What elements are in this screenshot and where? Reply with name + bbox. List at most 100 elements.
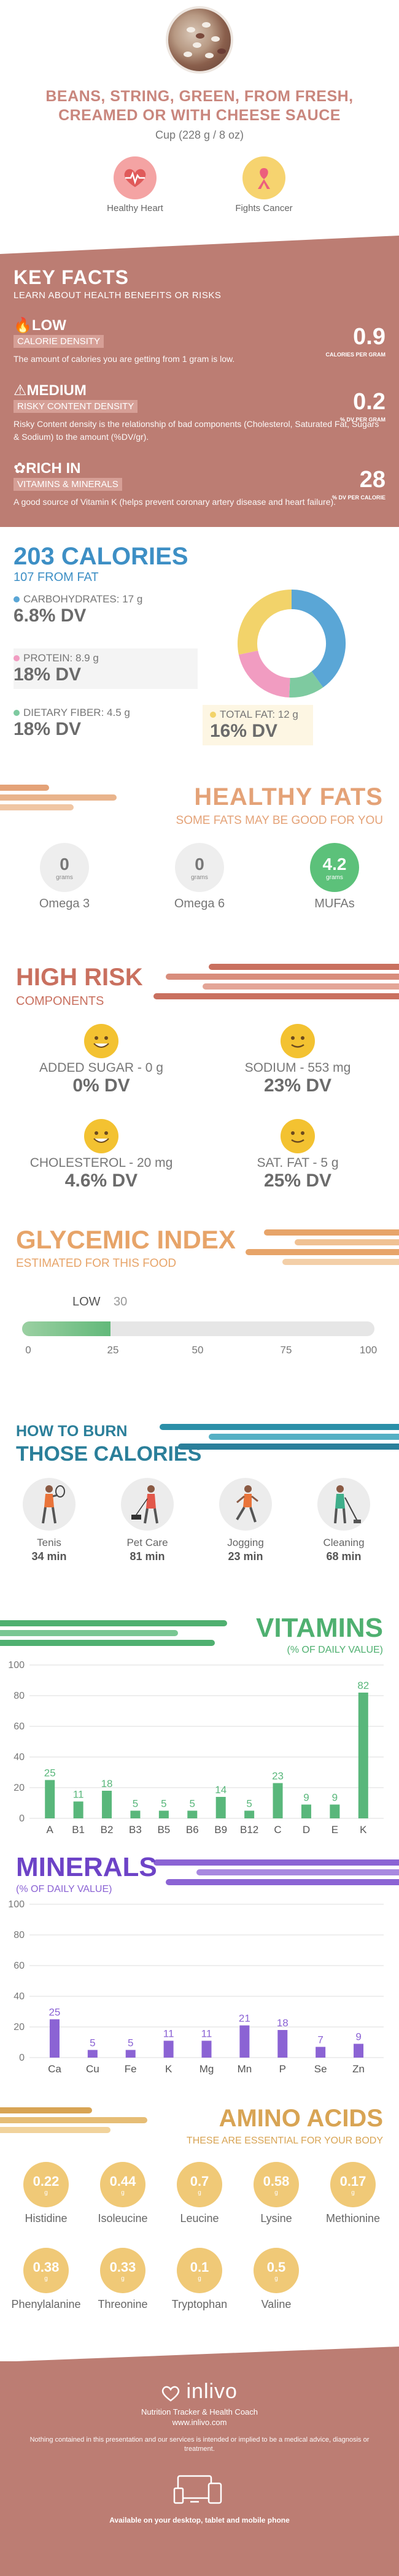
amino-histidine: 0.22 g Histidine bbox=[9, 2162, 83, 2225]
amino-name: Isoleucine bbox=[98, 2212, 148, 2224]
fact-value: 0.9 bbox=[353, 324, 385, 350]
fact-level: LOW bbox=[31, 317, 66, 334]
amino-lysine: 0.58 g Lysine bbox=[239, 2162, 313, 2225]
fact-unit: % DV PER CALORIE bbox=[331, 494, 385, 501]
bar-value-label: 18 bbox=[101, 1778, 113, 1790]
bar bbox=[73, 1801, 83, 1818]
tennis-icon bbox=[23, 1478, 76, 1531]
bar bbox=[239, 2025, 250, 2058]
key-facts-subtitle: LEARN ABOUT HEALTH BENEFITS OR RISKS bbox=[14, 290, 222, 301]
bar-value-label: 5 bbox=[90, 2037, 95, 2049]
y-tick-label: 20 bbox=[14, 2022, 25, 2032]
category-label: D bbox=[303, 1824, 310, 1836]
amino-unit: g bbox=[274, 2189, 278, 2196]
glycemic-tick: 75 bbox=[280, 1344, 292, 1356]
bar bbox=[358, 1693, 368, 1818]
glycemic-value: 30 bbox=[114, 1295, 128, 1309]
benefit-label: Healthy Heart bbox=[107, 203, 163, 213]
benefit-healthy-heart: Healthy Heart bbox=[104, 156, 166, 213]
bar bbox=[354, 2043, 364, 2058]
bar-value-label: 11 bbox=[163, 2028, 174, 2040]
y-tick-label: 20 bbox=[14, 1783, 25, 1793]
bar bbox=[316, 2047, 326, 2058]
category-label: Zn bbox=[352, 2063, 365, 2075]
bar-value-label: 5 bbox=[133, 1798, 138, 1810]
vitamins-subtitle: (% OF DAILY VALUE) bbox=[287, 1645, 383, 1655]
amino-unit: g bbox=[198, 2275, 201, 2282]
bar-value-label: 25 bbox=[48, 2007, 60, 2018]
category-label: C bbox=[274, 1824, 281, 1836]
bar-value-label: 5 bbox=[246, 1798, 252, 1810]
high-risk-section: HIGH RISK COMPONENTS ADDED SUGAR - 0 g 0… bbox=[0, 956, 399, 1208]
food-title: BEANS, STRING, GREEN, FROM FRESH, CREAME… bbox=[45, 88, 354, 124]
bar bbox=[201, 2040, 212, 2058]
burn-title: HOW TO BURN bbox=[16, 1423, 128, 1440]
nutrient-dv: 18% DV bbox=[14, 719, 82, 739]
benefits: Healthy Heart Fights Cancer bbox=[0, 156, 399, 213]
fat-name: MUFAs bbox=[314, 897, 355, 910]
y-tick-label: 100 bbox=[8, 1899, 25, 1910]
glycemic-tick: 100 bbox=[359, 1344, 378, 1356]
amino-value: 0.17 bbox=[339, 2173, 366, 2189]
high-risk-subtitle: COMPONENTS bbox=[16, 994, 104, 1008]
bar-value-label: 9 bbox=[303, 1792, 309, 1804]
bar bbox=[45, 1780, 55, 1818]
glycemic-index-section: GLYCEMIC INDEX ESTIMATED FOR THIS FOOD L… bbox=[0, 1208, 399, 1410]
bar bbox=[187, 1810, 198, 1818]
activity-pet-care: Pet Care 81 min bbox=[110, 1478, 184, 1563]
key-facts-section: KEY FACTS LEARN ABOUT HEALTH BENEFITS OR… bbox=[0, 236, 399, 527]
bar-value-label: 9 bbox=[355, 2031, 361, 2043]
fact-description: The amount of calories you are getting f… bbox=[14, 354, 235, 364]
footer: inlivo Nutrition Tracker & Health Coach … bbox=[0, 2361, 399, 2576]
ribbon-icon bbox=[242, 156, 285, 199]
amino-unit: g bbox=[274, 2275, 278, 2282]
high-risk-title: HIGH RISK bbox=[16, 964, 143, 991]
amino-name: Threonine bbox=[98, 2298, 148, 2310]
glycemic-bar-fill bbox=[22, 1321, 110, 1336]
category-label: K bbox=[360, 1824, 367, 1836]
amino-value: 0.5 bbox=[266, 2259, 286, 2275]
category-label: Fe bbox=[125, 2063, 137, 2075]
bar-value-label: 14 bbox=[215, 1784, 227, 1796]
amino-name: Valine bbox=[261, 2298, 292, 2310]
disclaimer: Nothing contained in this presentation a… bbox=[29, 2436, 370, 2453]
amino-value: 0.22 bbox=[33, 2173, 60, 2189]
jogging-icon bbox=[219, 1478, 272, 1531]
bar bbox=[301, 1804, 311, 1818]
bar-value-label: 7 bbox=[317, 2034, 323, 2046]
bar bbox=[163, 2040, 174, 2058]
glycemic-tick: 0 bbox=[25, 1344, 31, 1356]
amino-isoleucine: 0.44 g Isoleucine bbox=[86, 2162, 160, 2225]
fact-description: Risky Content density is the relationshi… bbox=[14, 419, 379, 442]
y-tick-label: 80 bbox=[14, 1930, 25, 1940]
risk-sat-fat: SAT. FAT - 5 g 25% DV bbox=[206, 1119, 390, 1191]
calories-title: 203 CALORIES bbox=[14, 543, 188, 570]
fact-label: CALORIE DENSITY bbox=[14, 335, 104, 348]
glycemic-bar bbox=[22, 1321, 374, 1336]
glycemic-subtitle: ESTIMATED FOR THIS FOOD bbox=[16, 1257, 177, 1270]
activity-cleaning: Cleaning 68 min bbox=[307, 1478, 381, 1563]
cleaning-icon bbox=[317, 1478, 370, 1531]
amino-name: Methionine bbox=[325, 2212, 381, 2224]
brand-name: inlivo bbox=[186, 2380, 238, 2403]
category-label: B3 bbox=[129, 1824, 142, 1836]
nutrient-dv: 18% DV bbox=[14, 664, 82, 685]
nutrient-dv: 6.8% DV bbox=[14, 606, 87, 626]
category-label: B9 bbox=[214, 1824, 227, 1836]
brand-url[interactable]: www.inlivo.com bbox=[172, 2418, 227, 2428]
fact-value: 28 bbox=[359, 467, 385, 493]
amino-unit: g bbox=[121, 2275, 125, 2282]
minerals-subtitle: (% OF DAILY VALUE) bbox=[16, 1884, 112, 1894]
minerals-bar-chart: 0 20 40 60 80 100 25 Ca 5 Cu 5 Fe 11 K 11 Mg 21 Mn 18 P 7 Se 9… bbox=[8, 1899, 384, 2075]
y-tick-label: 60 bbox=[14, 1721, 25, 1732]
amino-value: 0.44 bbox=[109, 2173, 136, 2189]
bar-value-label: 11 bbox=[73, 1789, 84, 1801]
bar bbox=[158, 1810, 169, 1818]
category-label: B2 bbox=[101, 1824, 114, 1836]
amino-tryptophan: 0.1 g Tryptophan bbox=[163, 2248, 236, 2311]
bar-value-label: 5 bbox=[128, 2037, 133, 2049]
vitamins-title: VITAMINS bbox=[256, 1613, 383, 1643]
happy-face-icon bbox=[84, 1024, 118, 1058]
bar bbox=[330, 1804, 340, 1818]
